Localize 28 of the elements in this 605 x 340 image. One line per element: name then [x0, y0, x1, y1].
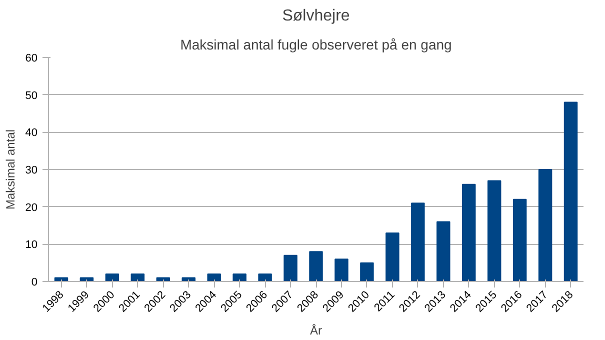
y-tick-label: 0 [31, 276, 38, 288]
y-tick-label: 50 [25, 90, 38, 102]
bar [512, 198, 527, 282]
bar [436, 221, 450, 282]
bar [232, 274, 246, 282]
bar [284, 254, 298, 282]
bar [207, 274, 221, 282]
bar [130, 274, 145, 282]
bar [564, 102, 578, 282]
y-tick-label: 60 [25, 52, 38, 64]
bar [309, 251, 323, 282]
chart-subtitle: Maksimal antal fugle observeret på en gang [180, 36, 452, 52]
y-tick-label: 30 [25, 164, 38, 176]
bar [360, 262, 374, 282]
bar [538, 169, 552, 282]
y-tick-label: 10 [25, 239, 38, 252]
bar [105, 274, 120, 282]
bar [487, 180, 502, 282]
y-axis-title: Maksimal antal [3, 129, 18, 210]
x-axis-title: År [310, 323, 322, 338]
bar [411, 202, 425, 282]
chart-title: Sølvhejre [282, 8, 350, 24]
y-tick-label: 20 [25, 202, 38, 214]
bar [462, 184, 476, 282]
y-tick-label: 40 [25, 127, 38, 140]
bar [258, 274, 272, 282]
bar [334, 258, 348, 282]
bar [386, 232, 400, 282]
